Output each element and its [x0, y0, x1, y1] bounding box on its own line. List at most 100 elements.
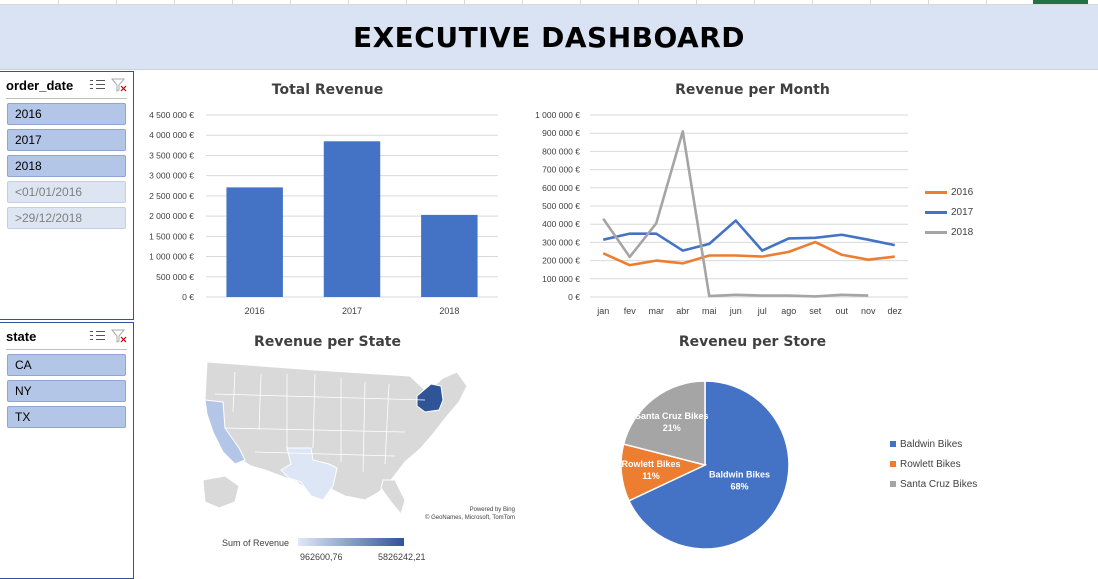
column-divider: [522, 0, 523, 5]
y-tick-label: 100 000 €: [542, 274, 580, 284]
legend-item-baldwin: Baldwin Bikes: [890, 434, 977, 454]
bar-2018[interactable]: [421, 214, 478, 297]
x-tick-label: 2017: [342, 306, 362, 316]
x-tick-label: out: [835, 306, 848, 316]
bar-chart-title: Total Revenue: [271, 82, 384, 98]
legend-label: 2017: [951, 206, 974, 218]
y-tick-label: 500 000 €: [542, 201, 580, 211]
column-divider: [754, 0, 755, 5]
column-divider: [986, 0, 987, 5]
pie-slice-baldwin-bikes[interactable]: [627, 380, 790, 550]
dashboard-banner: EXECUTIVE DASHBOARD: [0, 5, 1098, 70]
x-tick-label: jan: [596, 306, 609, 316]
revenue-per-store-chart[interactable]: Baldwin Bikes 68% Rowlett Bikes 11% Santa Cr…: [615, 375, 795, 555]
map-credit-line2: © GeoNames, Microsoft, TomTom: [425, 515, 515, 521]
pie-slice-percent-label: 21%: [663, 423, 681, 433]
y-tick-label: 0 €: [182, 292, 194, 302]
legend-item-santa-cruz: Santa Cruz Bikes: [890, 474, 977, 494]
us-revenue-map[interactable]: [195, 352, 485, 522]
slicer-item-2016[interactable]: 2016: [7, 103, 126, 125]
y-tick-label: 2 000 000 €: [149, 211, 194, 221]
column-divider: [116, 0, 117, 5]
state-ca: [204, 399, 246, 465]
column-divider: [290, 0, 291, 5]
clear-filter-icon[interactable]: [111, 78, 127, 92]
dashboard-title: EXECUTIVE DASHBOARD: [352, 20, 746, 54]
x-tick-label: abr: [676, 306, 689, 316]
y-tick-label: 400 000 €: [542, 219, 580, 229]
legend-item-2016: 2016: [925, 182, 973, 202]
slicer-title: state: [6, 328, 37, 344]
clear-filter-icon[interactable]: [111, 329, 127, 343]
bar-2016[interactable]: [226, 187, 283, 297]
y-tick-label: 0 €: [568, 292, 580, 302]
pie-chart-legend: Baldwin Bikes Rowlett Bikes Santa Cruz B…: [890, 434, 977, 494]
column-divider: [348, 0, 349, 5]
y-tick-label: 2 500 000 €: [149, 191, 194, 201]
legend-swatch: [890, 461, 896, 467]
selected-cell-indicator: [1033, 0, 1088, 4]
slicer-item-after-2018[interactable]: >29/12/2018: [7, 207, 126, 229]
y-tick-label: 1 000 000 €: [149, 252, 194, 262]
revenue-per-month-chart[interactable]: 0 € 100 000 € 200 000 € 300 000 € 400 000 € 5…: [515, 105, 915, 325]
slicer-item-before-2016[interactable]: <01/01/2016: [7, 181, 126, 203]
pie-slice-percent-label: 11%: [642, 471, 660, 481]
multi-select-icon[interactable]: [90, 329, 106, 343]
column-divider: [928, 0, 929, 5]
x-tick-label: 2018: [439, 306, 459, 316]
order-date-slicer[interactable]: order_date 2016 2017 2018 <01/01/2016 >2…: [0, 71, 134, 320]
slicer-divider: [6, 98, 127, 99]
bar-2017[interactable]: [323, 141, 381, 297]
x-tick-label: fev: [624, 306, 637, 316]
us-states-shape: [204, 361, 468, 501]
column-divider: [580, 0, 581, 5]
series-line-2017[interactable]: [602, 219, 896, 252]
legend-label: Rowlett Bikes: [900, 458, 961, 470]
column-divider: [638, 0, 639, 5]
slicer-item-ca[interactable]: CA: [7, 354, 126, 376]
column-divider: [812, 0, 813, 5]
pie-slice-name-label: Santa Cruz Bikes: [635, 411, 709, 421]
line-chart-legend: 2016 2017 2018: [925, 182, 973, 242]
legend-swatch: [890, 481, 896, 487]
legend-item-2017: 2017: [925, 202, 973, 222]
legend-swatch: [925, 210, 947, 214]
series-line-2018[interactable]: [602, 130, 869, 298]
slicer-item-2017[interactable]: 2017: [7, 129, 126, 151]
y-tick-label: 900 000 €: [542, 128, 580, 138]
legend-label: Baldwin Bikes: [900, 438, 963, 450]
state-slicer[interactable]: state CA NY TX: [0, 322, 134, 579]
total-revenue-chart[interactable]: 0 € 500 000 € 1 000 000 € 1 500 000 € 2 000 …: [138, 105, 508, 325]
state-borders: [214, 371, 426, 473]
map-legend-min: 962600,76: [300, 552, 343, 562]
pie-chart-title: Reveneu per Store: [678, 334, 827, 350]
legend-item-2018: 2018: [925, 222, 973, 242]
y-tick-label: 300 000 €: [542, 237, 580, 247]
slicer-item-tx[interactable]: TX: [7, 406, 126, 428]
slicer-item-ny[interactable]: NY: [7, 380, 126, 402]
slicer-item-2018[interactable]: 2018: [7, 155, 126, 177]
slicer-divider: [6, 349, 127, 350]
pie-slice-name-label: Rowlett Bikes: [622, 459, 681, 469]
y-tick-label: 200 000 €: [542, 256, 580, 266]
multi-select-icon[interactable]: [90, 78, 106, 92]
pie-slice-name-label: Baldwin Bikes: [709, 470, 770, 480]
y-tick-label: 3 000 000 €: [149, 171, 194, 181]
column-divider: [696, 0, 697, 5]
x-tick-label: nov: [861, 306, 876, 316]
y-tick-label: 4 000 000 €: [149, 130, 194, 140]
line-chart-title: Revenue per Month: [675, 82, 830, 98]
y-tick-label: 800 000 €: [542, 146, 580, 156]
sheet-column-strip: [0, 0, 1098, 5]
slicer-title: order_date: [6, 77, 74, 93]
column-divider: [464, 0, 465, 5]
y-tick-label: 600 000 €: [542, 183, 580, 193]
legend-swatch: [890, 441, 896, 447]
pie-slice-santa-cruz-bikes[interactable]: [622, 380, 706, 466]
x-tick-label: jun: [729, 306, 742, 316]
series-line-2016[interactable]: [602, 240, 895, 267]
y-tick-label: 700 000 €: [542, 165, 580, 175]
state-tx: [280, 447, 338, 501]
column-divider: [232, 0, 233, 5]
column-divider: [174, 0, 175, 5]
